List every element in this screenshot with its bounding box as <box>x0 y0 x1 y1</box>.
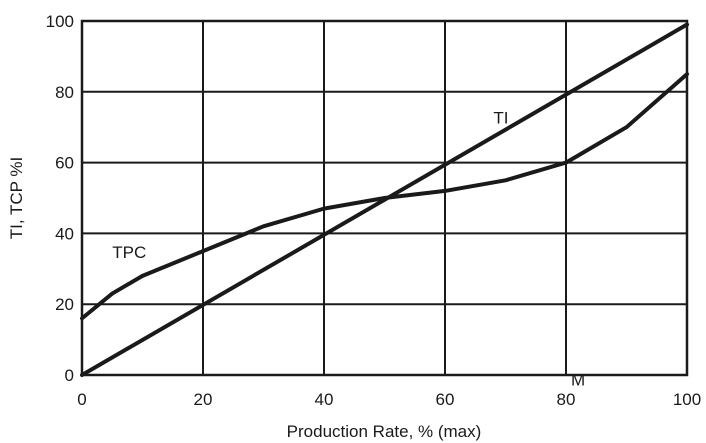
y-axis-ticks: 0 20 40 60 80 100 <box>46 12 74 385</box>
annotation-label: M <box>571 371 585 390</box>
y-tick-label: 60 <box>55 154 74 173</box>
x-tick-label: 60 <box>436 390 455 409</box>
y-tick-label: 100 <box>46 12 74 31</box>
series-line-tpc <box>80 72 689 321</box>
x-tick-label: 40 <box>315 390 334 409</box>
series-label-tpc: TPC <box>112 243 146 262</box>
x-tick-label: 100 <box>673 390 701 409</box>
y-tick-label: 20 <box>55 295 74 314</box>
y-tick-label: 0 <box>65 366 74 385</box>
x-axis-label: Production Rate, % (max) <box>287 422 482 441</box>
y-axis-label: TI, TCP %I <box>7 157 26 240</box>
y-tick-label: 40 <box>55 224 74 243</box>
x-axis-ticks: 0 20 40 60 80 100 <box>77 390 701 409</box>
x-tick-label: 0 <box>77 390 86 409</box>
series-label-ti: TI <box>493 109 508 128</box>
series-labels: TI TPC M <box>112 109 585 390</box>
x-tick-label: 80 <box>557 390 576 409</box>
series-group <box>80 22 689 377</box>
x-tick-label: 20 <box>194 390 213 409</box>
y-tick-label: 80 <box>55 83 74 102</box>
plot-frame <box>80 19 689 377</box>
